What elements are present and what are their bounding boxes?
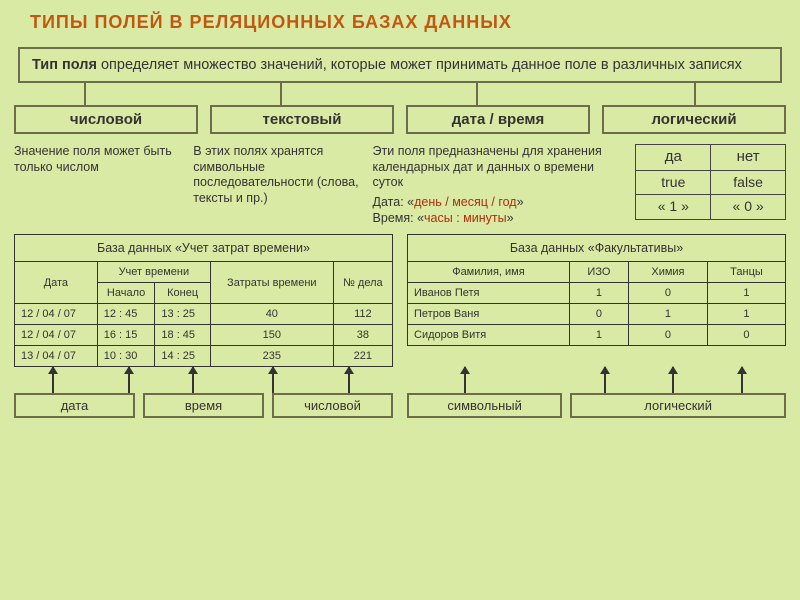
t1-h-date: Дата bbox=[15, 262, 98, 304]
t2-cell: 0 bbox=[628, 283, 707, 304]
desc-numeric: Значение поля может быть только числом bbox=[14, 144, 181, 226]
bool-no: нет bbox=[711, 145, 786, 171]
t1-cell: 38 bbox=[333, 325, 392, 346]
labels-left: дата время числовой bbox=[14, 393, 393, 418]
t2-h-dance: Танцы bbox=[707, 262, 785, 283]
table-row: Сидоров Витя 1 0 0 bbox=[408, 325, 786, 346]
table2: Фамилия, имя ИЗО Химия Танцы Иванов Петя… bbox=[407, 261, 786, 346]
definition-bold: Тип поля bbox=[32, 57, 97, 73]
t1-cell: 235 bbox=[210, 346, 333, 367]
t1-h-num: № дела bbox=[333, 262, 392, 304]
arrows-right bbox=[407, 367, 786, 393]
t2-cell: Сидоров Витя bbox=[408, 325, 570, 346]
desc-text: В этих полях хранятся символьные последо… bbox=[193, 144, 360, 226]
connector-lines bbox=[18, 83, 782, 105]
t1-h-end: Конец bbox=[155, 283, 211, 304]
label-date: дата bbox=[14, 393, 135, 418]
t2-cell: 0 bbox=[707, 325, 785, 346]
t2-cell: 0 bbox=[569, 304, 628, 325]
t1-cell: 221 bbox=[333, 346, 392, 367]
table2-wrap: База данных «Факультативы» Фамилия, имя … bbox=[407, 234, 786, 367]
t1-cell: 12 / 04 / 07 bbox=[15, 325, 98, 346]
bool-one: « 1 » bbox=[636, 195, 711, 220]
t1-h-time: Учет времени bbox=[97, 262, 210, 283]
desc-datetime: Эти поля предназначены для хранения кале… bbox=[373, 144, 624, 226]
bool-yes: да bbox=[636, 145, 711, 171]
table-row: 13 / 04 / 07 10 : 30 14 : 25 235 221 bbox=[15, 346, 393, 367]
t1-h-start: Начало bbox=[97, 283, 155, 304]
bottom-labels-row: дата время числовой символьный логически… bbox=[14, 393, 786, 418]
date-suffix: » bbox=[517, 195, 524, 209]
t2-cell: 1 bbox=[707, 304, 785, 325]
date-prefix: Дата: « bbox=[373, 195, 415, 209]
page-title: ТИПЫ ПОЛЕЙ В РЕЛЯЦИОННЫХ БАЗАХ ДАННЫХ bbox=[0, 0, 800, 41]
time-suffix: » bbox=[507, 211, 514, 225]
label-symbolic: символьный bbox=[407, 393, 562, 418]
type-labels-row: числовой текстовый дата / время логическ… bbox=[14, 105, 786, 134]
table-row: 12 / 04 / 07 16 : 15 18 : 45 150 38 bbox=[15, 325, 393, 346]
bool-false: false bbox=[711, 170, 786, 195]
time-pattern: часы : минуты bbox=[424, 211, 507, 225]
label-numeric: числовой bbox=[272, 393, 393, 418]
time-prefix: Время: « bbox=[373, 211, 425, 225]
table2-caption: База данных «Факультативы» bbox=[407, 234, 786, 261]
type-logical: логический bbox=[602, 105, 786, 134]
t2-h-chem: Химия bbox=[628, 262, 707, 283]
t2-cell: 1 bbox=[569, 283, 628, 304]
tables-row: База данных «Учет затрат времени» Дата У… bbox=[14, 234, 786, 367]
desc-datetime-line1: Эти поля предназначены для хранения кале… bbox=[373, 144, 624, 191]
t1-h-cost: Затраты времени bbox=[210, 262, 333, 304]
t2-h-izo: ИЗО bbox=[569, 262, 628, 283]
table1-wrap: База данных «Учет затрат времени» Дата У… bbox=[14, 234, 393, 367]
arrows-row bbox=[14, 367, 786, 393]
descriptions-row: Значение поля может быть только числом В… bbox=[14, 144, 786, 226]
t1-cell: 13 : 25 bbox=[155, 304, 211, 325]
t1-cell: 112 bbox=[333, 304, 392, 325]
t2-cell: Петров Ваня bbox=[408, 304, 570, 325]
date-pattern: день / месяц / год bbox=[414, 195, 516, 209]
t1-cell: 18 : 45 bbox=[155, 325, 211, 346]
t2-cell: Иванов Петя bbox=[408, 283, 570, 304]
table-row: 12 / 04 / 07 12 : 45 13 : 25 40 112 bbox=[15, 304, 393, 325]
t1-cell: 150 bbox=[210, 325, 333, 346]
bool-table: данет truefalse « 1 »« 0 » bbox=[635, 144, 786, 220]
t1-cell: 12 / 04 / 07 bbox=[15, 304, 98, 325]
label-logical: логический bbox=[570, 393, 786, 418]
type-datetime: дата / время bbox=[406, 105, 590, 134]
labels-right: символьный логический bbox=[407, 393, 786, 418]
table1-caption: База данных «Учет затрат времени» bbox=[14, 234, 393, 261]
t2-cell: 1 bbox=[707, 283, 785, 304]
table-row: Иванов Петя 1 0 1 bbox=[408, 283, 786, 304]
type-text: текстовый bbox=[210, 105, 394, 134]
type-numeric: числовой bbox=[14, 105, 198, 134]
t1-cell: 12 : 45 bbox=[97, 304, 155, 325]
t2-cell: 1 bbox=[628, 304, 707, 325]
t2-h-name: Фамилия, имя bbox=[408, 262, 570, 283]
t1-cell: 14 : 25 bbox=[155, 346, 211, 367]
t1-cell: 40 bbox=[210, 304, 333, 325]
t2-cell: 0 bbox=[628, 325, 707, 346]
t1-cell: 13 / 04 / 07 bbox=[15, 346, 98, 367]
table-row: Петров Ваня 0 1 1 bbox=[408, 304, 786, 325]
label-time: время bbox=[143, 393, 264, 418]
desc-date-pattern: Дата: «день / месяц / год» bbox=[373, 195, 624, 211]
t2-cell: 1 bbox=[569, 325, 628, 346]
bool-true: true bbox=[636, 170, 711, 195]
table1: Дата Учет времени Затраты времени № дела… bbox=[14, 261, 393, 367]
t1-cell: 16 : 15 bbox=[97, 325, 155, 346]
arrows-left bbox=[14, 367, 393, 393]
definition-box: Тип поля определяет множество значений, … bbox=[18, 47, 782, 83]
bool-zero: « 0 » bbox=[711, 195, 786, 220]
definition-text: определяет множество значений, которые м… bbox=[97, 57, 742, 73]
desc-time-pattern: Время: «часы : минуты» bbox=[373, 211, 624, 227]
t1-cell: 10 : 30 bbox=[97, 346, 155, 367]
desc-logical: данет truefalse « 1 »« 0 » bbox=[635, 144, 786, 226]
